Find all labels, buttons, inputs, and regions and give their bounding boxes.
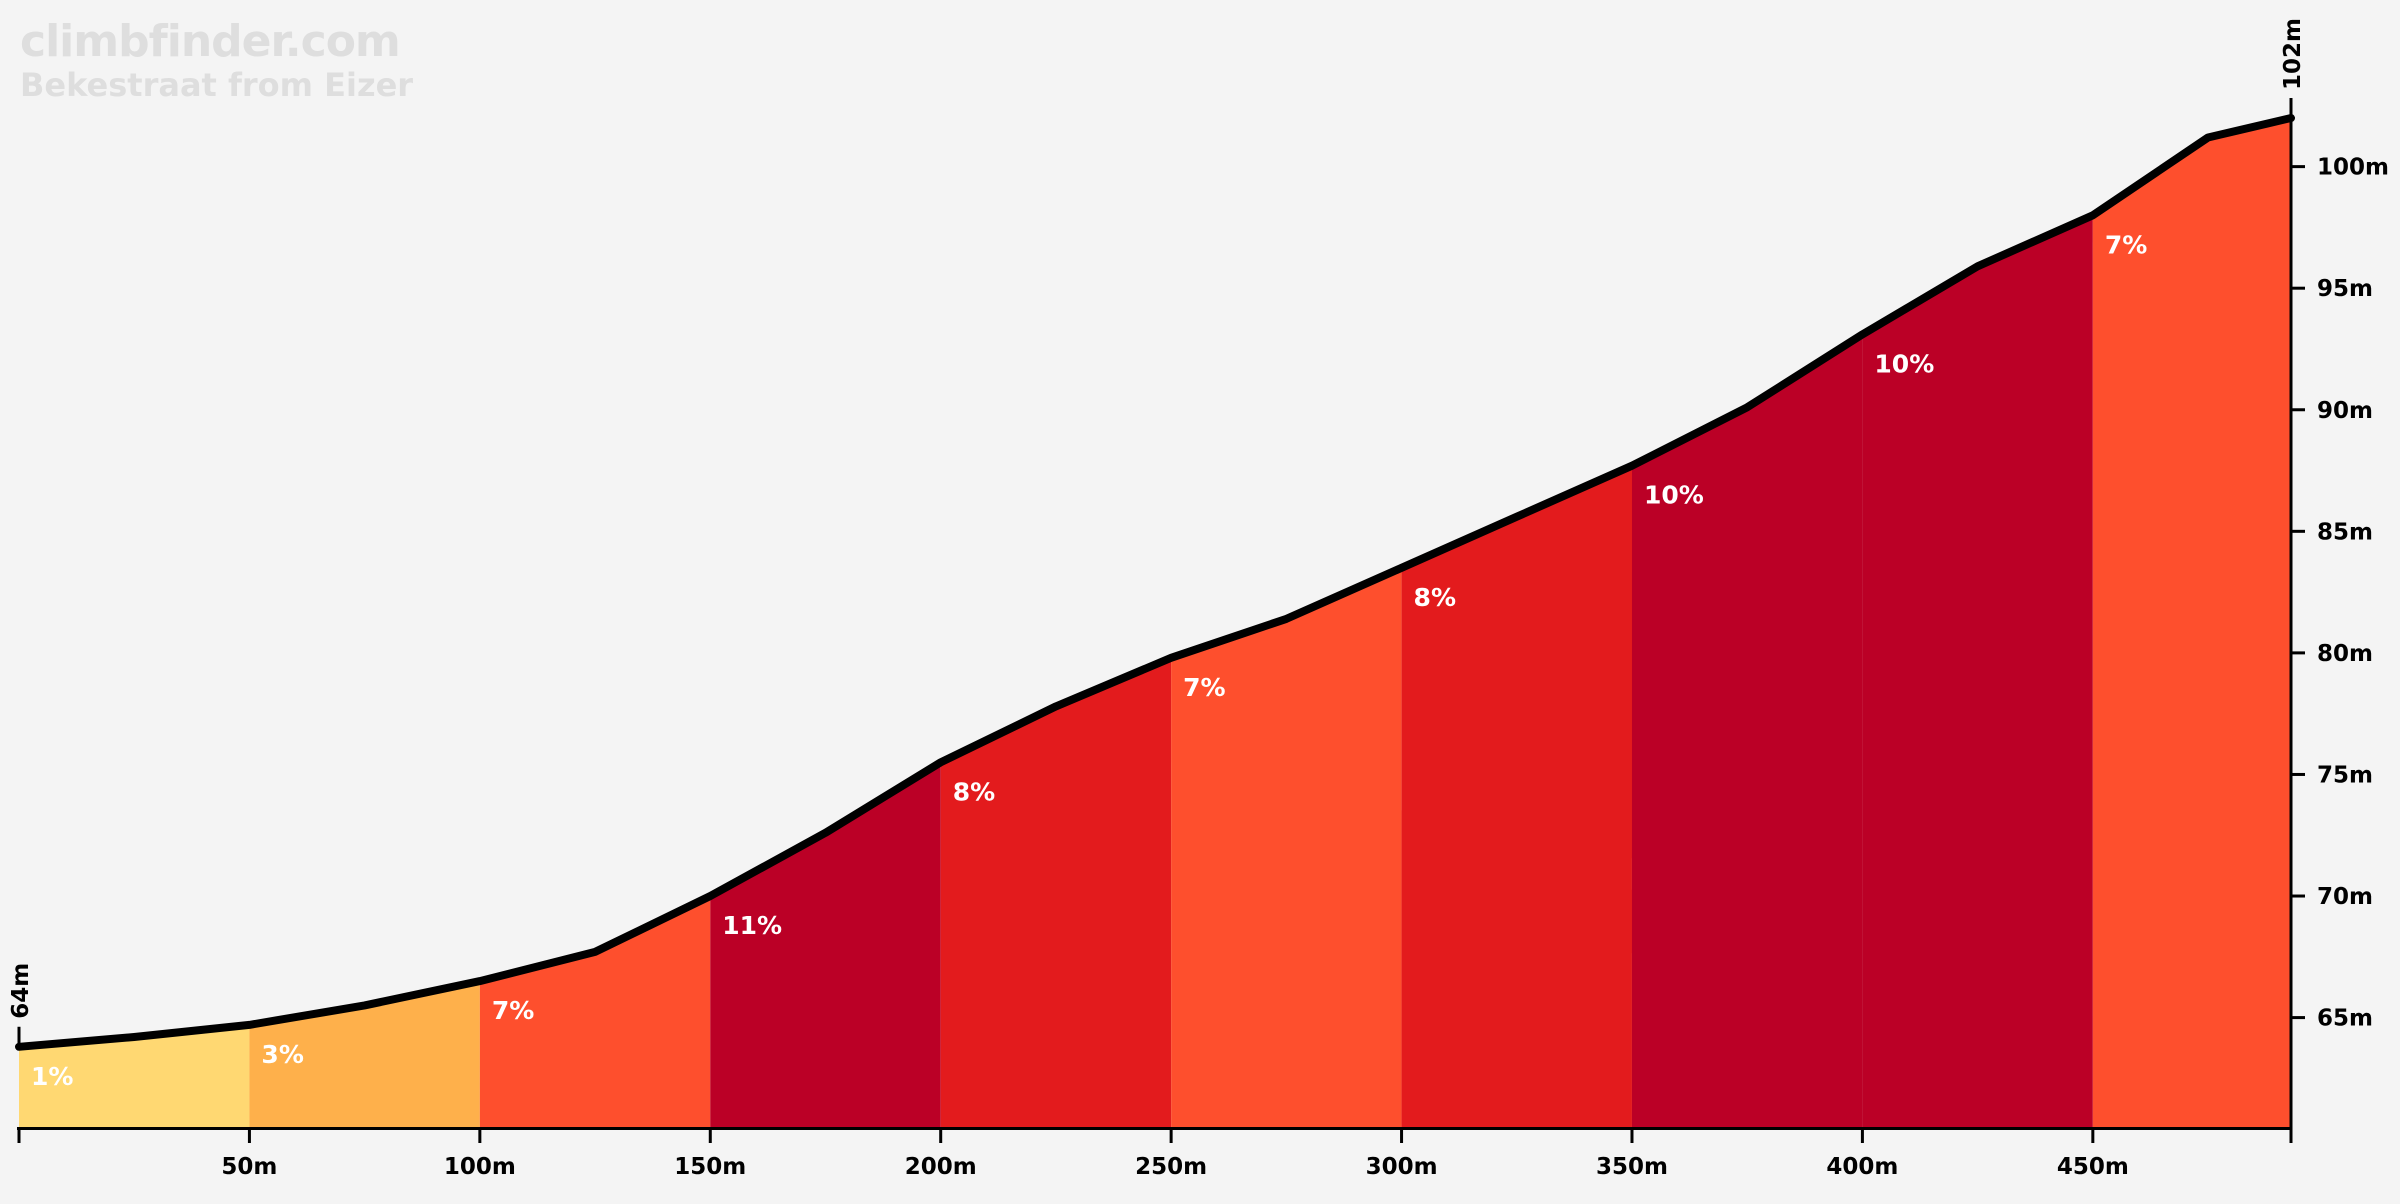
gradient-segment-8 (1631, 334, 1863, 1127)
gradient-label-4: 11% (722, 911, 782, 940)
y-tick-label-90: 90m (2317, 398, 2373, 424)
x-tick-label-100: 100m (444, 1154, 516, 1180)
gradient-segment-9 (1862, 215, 2093, 1128)
y-tick-label-80: 80m (2317, 641, 2373, 667)
gradient-segment-10 (2092, 118, 2291, 1127)
gradient-label-6: 7% (1183, 673, 1225, 702)
x-tick-label-150: 150m (674, 1154, 746, 1180)
y-tick-label-95: 95m (2317, 276, 2373, 302)
x-tick-label-350: 350m (1596, 1154, 1668, 1180)
x-tick-label-450: 450m (2057, 1154, 2129, 1180)
gradient-label-7: 8% (1414, 583, 1456, 612)
gradient-segment-4 (710, 762, 941, 1127)
y-tick-label-100: 100m (2317, 155, 2389, 181)
elevation-profile-line (15, 114, 2295, 1051)
x-tick-label-400: 400m (1826, 1154, 1898, 1180)
watermark-site: climbfinder.com (20, 16, 401, 67)
gradient-label-1: 1% (31, 1062, 73, 1091)
gradient-segment-7 (1401, 465, 1632, 1127)
y-tick-label-75: 75m (2317, 762, 2373, 788)
gradient-label-8: 10% (1644, 481, 1704, 510)
x-tick-label-50: 50m (221, 1154, 277, 1180)
gradient-label-5: 8% (953, 777, 995, 806)
start-elevation-label: 64m (8, 963, 34, 1019)
y-tick-label-70: 70m (2317, 884, 2373, 910)
watermark-climb-name: Bekestraat from Eizer (20, 66, 414, 104)
y-tick-label-85: 85m (2317, 519, 2373, 545)
watermark: climbfinder.com Bekestraat from Eizer (20, 16, 414, 105)
gradient-label-10: 7% (2105, 230, 2147, 259)
gradient-label-3: 7% (492, 996, 534, 1025)
gradient-segment-5 (940, 657, 1172, 1127)
x-tick-label-250: 250m (1135, 1154, 1207, 1180)
x-tick-label-300: 300m (1366, 1154, 1438, 1180)
gradient-segment-1 (19, 1024, 250, 1127)
gradient-segment-3 (479, 896, 711, 1127)
gradient-label-2: 3% (261, 1040, 303, 1069)
end-elevation-label: 102m (2280, 18, 2306, 90)
y-tick-label-65: 65m (2317, 1006, 2373, 1032)
x-tick-label-200: 200m (905, 1154, 977, 1180)
gradient-segment-6 (1171, 567, 1402, 1127)
gradient-label-9: 10% (1874, 349, 1934, 378)
